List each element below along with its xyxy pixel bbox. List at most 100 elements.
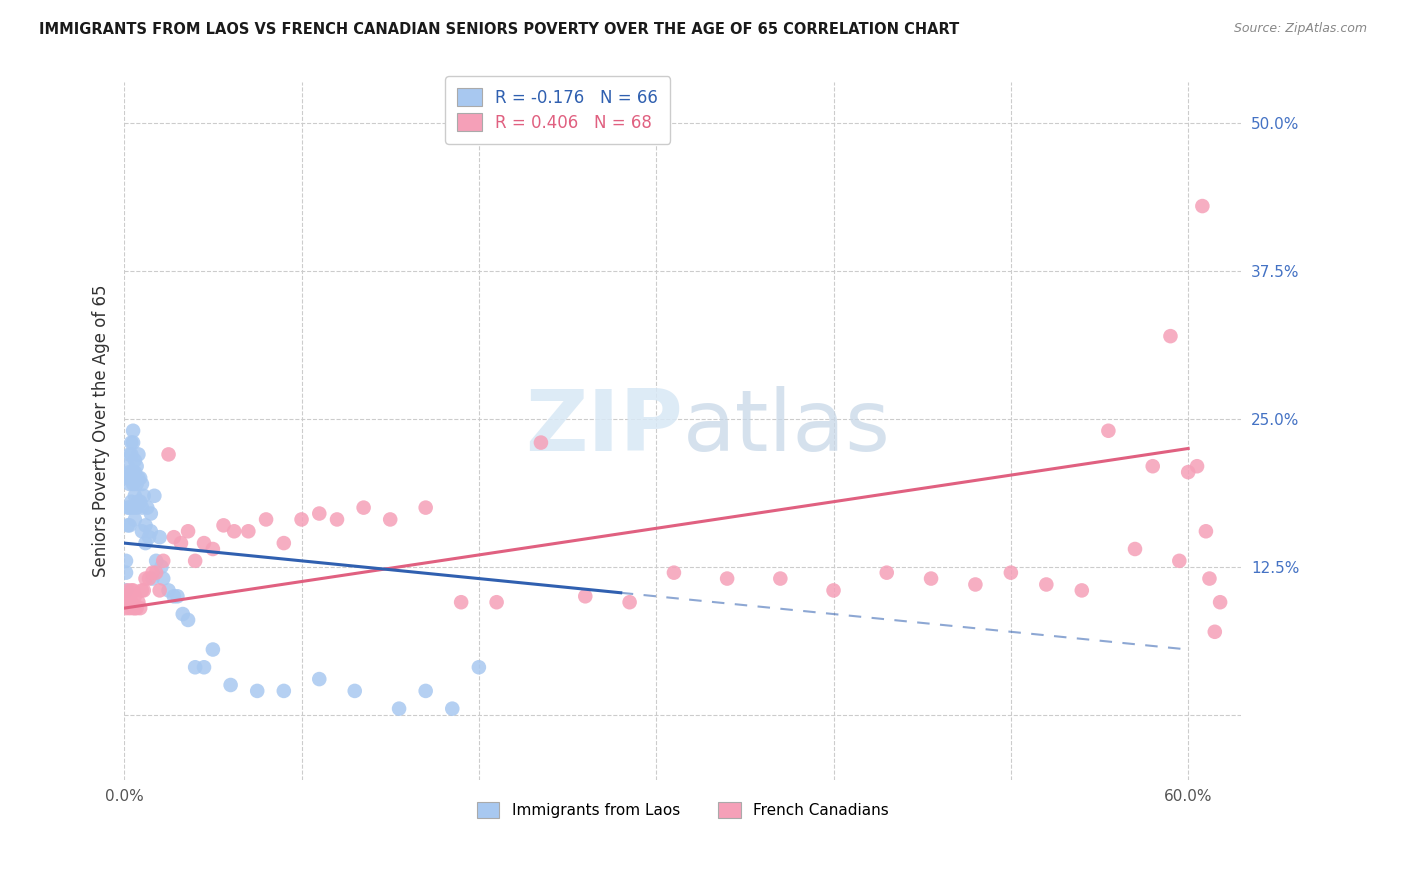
Point [127, 471, 149, 485]
Point [152, 572, 174, 586]
Point [120, 435, 142, 450]
Point [122, 465, 145, 479]
Point [143, 489, 166, 503]
Point [1070, 583, 1092, 598]
Point [122, 583, 145, 598]
Point [219, 678, 242, 692]
Point [117, 518, 139, 533]
Point [118, 601, 141, 615]
Point [117, 459, 139, 474]
Point [246, 684, 269, 698]
Point [1209, 595, 1232, 609]
Point [1198, 572, 1220, 586]
Point [1035, 577, 1057, 591]
Point [163, 590, 186, 604]
Point [131, 500, 153, 515]
Point [166, 590, 188, 604]
Point [122, 601, 145, 615]
Point [184, 554, 207, 568]
Y-axis label: Seniors Poverty Over the Age of 65: Seniors Poverty Over the Age of 65 [93, 285, 110, 577]
Point [184, 660, 207, 674]
Point [145, 566, 167, 580]
Point [1123, 541, 1146, 556]
Point [485, 595, 508, 609]
Point [122, 424, 145, 438]
Point [1168, 554, 1191, 568]
Point [177, 613, 200, 627]
Point [254, 512, 277, 526]
Point [134, 572, 156, 586]
Point [124, 489, 146, 503]
Point [149, 530, 172, 544]
Point [115, 566, 138, 580]
Point [117, 471, 139, 485]
Point [115, 554, 138, 568]
Point [120, 447, 142, 461]
Point [157, 583, 180, 598]
Point [415, 500, 437, 515]
Point [132, 583, 155, 598]
Point [326, 512, 349, 526]
Point [124, 453, 146, 467]
Point [122, 500, 145, 515]
Point [273, 684, 295, 698]
Point [273, 536, 295, 550]
Point [118, 447, 141, 461]
Point [125, 477, 148, 491]
Point [124, 601, 146, 615]
Point [115, 590, 138, 604]
Point [125, 601, 148, 615]
Point [920, 572, 942, 586]
Point [120, 471, 142, 485]
Point [122, 435, 145, 450]
Point [152, 554, 174, 568]
Point [388, 701, 411, 715]
Point [150, 559, 173, 574]
Point [619, 595, 641, 609]
Point [380, 512, 402, 526]
Point [415, 684, 437, 698]
Point [353, 500, 375, 515]
Point [441, 701, 464, 715]
Point [450, 595, 472, 609]
Point [1191, 199, 1213, 213]
Point [201, 642, 224, 657]
Point [193, 536, 215, 550]
Point [139, 507, 162, 521]
Point [134, 536, 156, 550]
Text: ZIP: ZIP [524, 385, 683, 469]
Point [131, 524, 153, 539]
Point [163, 530, 186, 544]
Point [290, 512, 312, 526]
Point [823, 583, 845, 598]
Point [118, 465, 141, 479]
Point [193, 660, 215, 674]
Point [201, 541, 224, 556]
Point [120, 583, 142, 598]
Point [308, 672, 330, 686]
Point [212, 518, 235, 533]
Point [142, 566, 165, 580]
Point [308, 507, 330, 521]
Point [1000, 566, 1022, 580]
Point [138, 530, 160, 544]
Point [118, 500, 141, 515]
Point [1177, 465, 1199, 479]
Point [129, 471, 152, 485]
Point [124, 465, 146, 479]
Point [142, 572, 165, 586]
Point [468, 660, 491, 674]
Point [138, 572, 160, 586]
Point [343, 684, 366, 698]
Point [125, 459, 148, 474]
Point [129, 601, 152, 615]
Point [122, 477, 145, 491]
Point [134, 518, 156, 533]
Point [118, 477, 141, 491]
Point [662, 566, 685, 580]
Point [145, 554, 167, 568]
Point [127, 595, 149, 609]
Point [120, 494, 142, 508]
Point [224, 524, 246, 539]
Point [117, 595, 139, 609]
